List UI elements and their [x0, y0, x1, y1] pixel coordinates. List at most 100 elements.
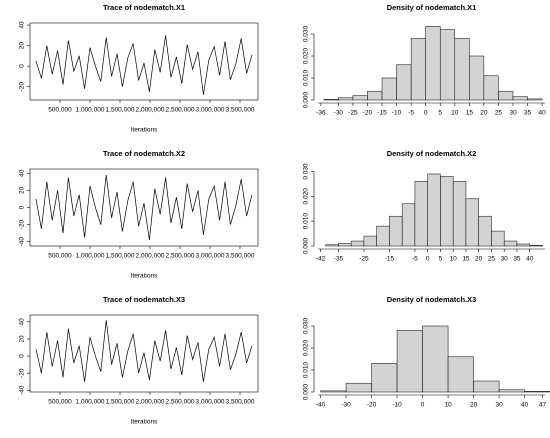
- x-axis-label: Iterations: [131, 273, 158, 280]
- y-tick-label: 0.000: [303, 383, 310, 400]
- chart-title: Trace of nodematch.X1: [103, 3, 185, 12]
- x-tick-label: 2,500,000: [166, 253, 195, 260]
- x-tick-label: 3,000,000: [196, 253, 225, 260]
- x-tick-label: -15: [385, 256, 395, 263]
- x-tick-label: -30: [341, 402, 351, 409]
- x-tick-label: 20: [480, 110, 488, 117]
- x-tick-label: -20: [363, 110, 373, 117]
- histogram-bar: [371, 363, 398, 393]
- x-tick-label: 30: [495, 402, 503, 409]
- x-tick-label: 0: [421, 402, 425, 409]
- y-tick-label: 0.030: [303, 25, 310, 42]
- histogram-bar: [422, 325, 449, 393]
- histogram-bar: [478, 215, 492, 247]
- histogram-bar: [345, 382, 372, 393]
- x-tick-label: 35: [513, 256, 521, 263]
- y-tick-label: 0.020: [303, 188, 310, 205]
- chart-title: Density of nodematch.X3: [387, 295, 477, 304]
- x-tick-label: -10: [392, 402, 402, 409]
- x-tick-label: 15: [466, 110, 474, 117]
- trace-line: [35, 320, 253, 382]
- x-tick-label: 5: [438, 110, 442, 117]
- x-tick-label: 1,000,000: [76, 107, 105, 114]
- y-tick-label: 0.030: [303, 163, 310, 180]
- histogram-bar: [498, 389, 525, 393]
- x-tick-label: 30: [501, 256, 509, 263]
- x-tick-label: 15: [462, 256, 470, 263]
- x-axis-label: Iterations: [131, 419, 158, 426]
- y-tick-label: -20: [19, 368, 26, 378]
- y-tick-label: -20: [19, 220, 26, 230]
- x-tick-label: 2,000,000: [136, 399, 165, 406]
- x-tick-label: -35: [334, 256, 344, 263]
- x-tick-label: 2,000,000: [136, 253, 165, 260]
- x-tick-label: 25: [495, 110, 503, 117]
- x-tick-label: 30: [509, 110, 517, 117]
- x-tick-label: 500,000: [48, 107, 72, 114]
- x-tick-label: -42: [316, 256, 326, 263]
- x-tick-label: -5: [408, 110, 414, 117]
- x-tick-label: 2,000,000: [136, 107, 165, 114]
- histogram-bar: [498, 90, 514, 101]
- histogram-bar: [381, 77, 397, 101]
- y-tick-label: -40: [19, 385, 26, 395]
- x-tick-label: 20: [475, 256, 483, 263]
- y-tick-label: 20: [19, 335, 26, 343]
- histogram-bar: [452, 181, 467, 247]
- y-tick-label: 0: [19, 64, 26, 68]
- y-tick-label: 0: [19, 205, 26, 209]
- histogram-bar: [389, 215, 403, 247]
- x-tick-label: 10: [451, 110, 459, 117]
- x-tick-label: 1,000,000: [76, 253, 105, 260]
- x-tick-label: 1,500,000: [106, 253, 135, 260]
- histogram-bar: [524, 391, 550, 393]
- chart-title: Density of nodematch.X2: [387, 149, 477, 158]
- plot-frame: [29, 314, 259, 393]
- x-tick-label: -20: [367, 402, 377, 409]
- x-tick-label: -40: [316, 402, 326, 409]
- y-tick-label: 0.020: [303, 339, 310, 356]
- histogram-bar: [473, 380, 500, 393]
- histogram-bar: [325, 244, 339, 247]
- histogram-bar: [323, 99, 339, 101]
- y-tick-label: -20: [19, 82, 26, 92]
- histogram-bar: [401, 203, 416, 247]
- x-tick-label: 35: [524, 110, 532, 117]
- x-tick-label: 2,500,000: [166, 107, 195, 114]
- x-tick-label: -36: [316, 110, 326, 117]
- histogram-bar: [512, 96, 528, 101]
- x-tick-label: 1,500,000: [106, 399, 135, 406]
- x-tick-label: 3,000,000: [196, 399, 225, 406]
- histogram-bar: [491, 230, 505, 247]
- y-tick-label: 0.020: [303, 47, 310, 64]
- y-tick-label: 20: [19, 42, 26, 50]
- x-tick-label: 10: [444, 402, 452, 409]
- histogram-bar: [350, 240, 365, 247]
- x-tick-label: -5: [412, 256, 418, 263]
- x-tick-label: -15: [377, 110, 387, 117]
- histogram-bar: [396, 64, 412, 101]
- plot-frame: [29, 168, 259, 247]
- histogram-bar: [363, 235, 377, 247]
- x-tick-label: 1,500,000: [106, 107, 135, 114]
- y-tick-label: 0.000: [303, 91, 310, 108]
- x-tick-label: 3,000,000: [196, 107, 225, 114]
- histogram-bar: [483, 75, 499, 101]
- histogram-bar: [439, 29, 456, 101]
- x-tick-label: 20: [470, 402, 478, 409]
- x-tick-label: 0: [424, 110, 428, 117]
- x-tick-label: 2,500,000: [166, 399, 195, 406]
- x-tick-label: 0: [426, 256, 430, 263]
- histogram-bar: [338, 243, 352, 247]
- histogram-bar: [414, 181, 428, 247]
- histogram-bar: [465, 198, 479, 247]
- chart-title: Trace of nodematch.X2: [103, 149, 185, 158]
- y-tick-label: 0.030: [303, 317, 310, 334]
- y-tick-label: 0.010: [303, 69, 310, 86]
- histogram-bar: [529, 245, 543, 247]
- x-tick-label: 500,000: [48, 253, 72, 260]
- y-tick-label: 20: [19, 186, 26, 194]
- y-tick-label: 0.010: [303, 213, 310, 230]
- x-axis-label: Iterations: [131, 127, 158, 134]
- x-tick-label: 10: [450, 256, 458, 263]
